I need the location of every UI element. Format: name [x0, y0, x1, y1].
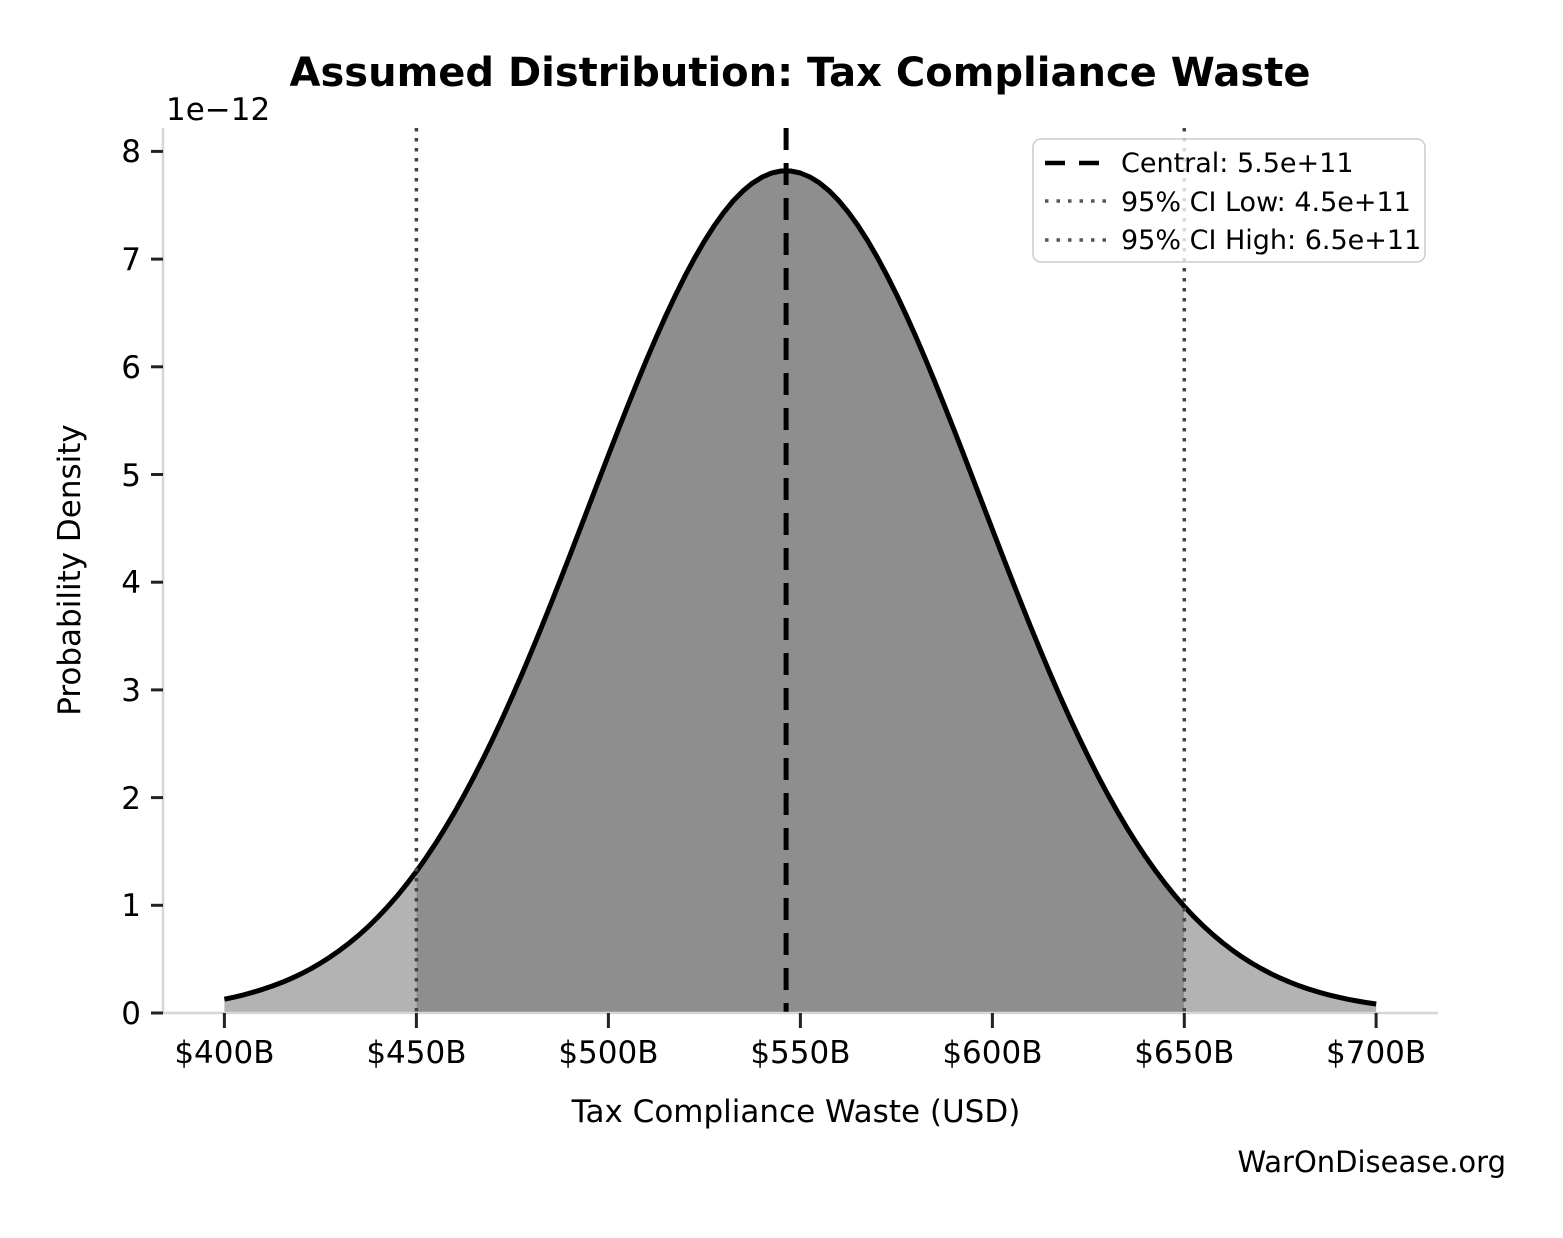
y-offset-label: 1e−12 [166, 92, 270, 128]
legend: Central: 5.5e+11 95% CI Low: 4.5e+11 95%… [1032, 138, 1426, 263]
x-tick-label: $400B [174, 1035, 274, 1071]
ci-central-area [416, 171, 1185, 1013]
x-axis-label: Tax Compliance Waste (USD) [571, 1094, 1021, 1130]
x-tick-label: $550B [750, 1035, 850, 1071]
legend-label-ci-high: 95% CI High: 6.5e+11 [1121, 225, 1421, 256]
x-tick-labels: $400B $450B $500B $550B $600B $650B $700… [174, 1035, 1426, 1071]
x-tick-label: $600B [942, 1035, 1042, 1071]
legend-box [1032, 138, 1426, 263]
y-tick-label: 4 [121, 565, 141, 601]
x-tick-label: $450B [366, 1035, 466, 1071]
watermark: WarOnDisease.org [1237, 1145, 1506, 1179]
y-tick-label: 1 [121, 888, 141, 924]
chart-title: Assumed Distribution: Tax Compliance Was… [290, 50, 1311, 96]
x-tick-label: $500B [558, 1035, 658, 1071]
x-tick-label: $650B [1134, 1035, 1234, 1071]
y-tick-label: 6 [121, 350, 141, 386]
y-tick-label: 5 [121, 458, 141, 494]
x-tick-label: $700B [1326, 1035, 1426, 1071]
y-tick-label: 8 [121, 134, 141, 170]
y-tick-label: 3 [121, 673, 141, 709]
x-tick-marks [222, 1013, 1378, 1028]
y-axis-label: Probability Density [52, 424, 88, 716]
y-tick-marks [151, 149, 163, 1015]
tail-low-area [224, 871, 417, 1013]
y-tick-label: 2 [121, 781, 141, 817]
y-tick-label: 0 [121, 996, 141, 1032]
y-tick-labels: 0 1 2 3 4 5 6 7 8 [121, 134, 141, 1032]
legend-label-central: Central: 5.5e+11 [1121, 148, 1354, 179]
y-tick-label: 7 [121, 242, 141, 278]
tail-high-area [1184, 906, 1377, 1013]
legend-label-ci-low: 95% CI Low: 4.5e+11 [1121, 187, 1411, 218]
